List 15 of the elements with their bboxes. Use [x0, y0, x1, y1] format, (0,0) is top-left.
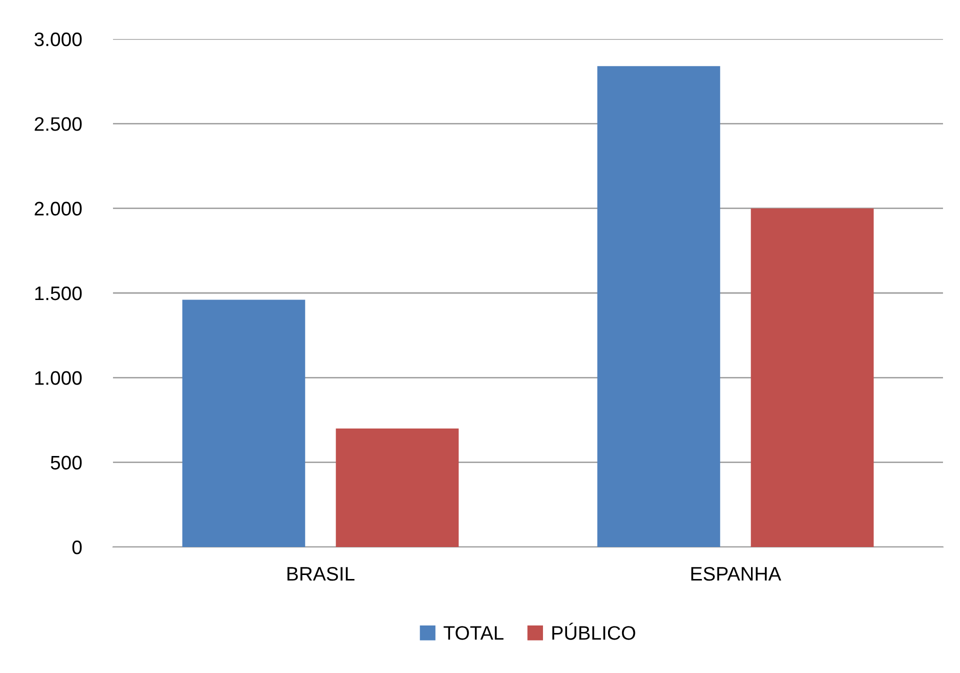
y-tick-label: 1.000 — [35, 371, 82, 385]
x-tick-label: ESPANHA — [691, 566, 782, 581]
x-tick-label: BRASIL — [288, 566, 354, 581]
legend-label: PÚBLICO — [552, 622, 636, 640]
bar — [750, 208, 874, 547]
bar — [336, 428, 459, 547]
y-tick-label: 1.500 — [35, 286, 82, 300]
y-tick-label: 2.000 — [34, 202, 82, 216]
bar — [182, 300, 306, 547]
bar — [597, 66, 720, 547]
y-tick-label: 0 — [72, 540, 82, 554]
legend-label: TOTAL — [444, 626, 504, 640]
y-tick-label: 2.500 — [34, 117, 82, 131]
y-tick-label: 3.000 — [34, 32, 82, 46]
y-tick-label: 500 — [50, 456, 82, 470]
